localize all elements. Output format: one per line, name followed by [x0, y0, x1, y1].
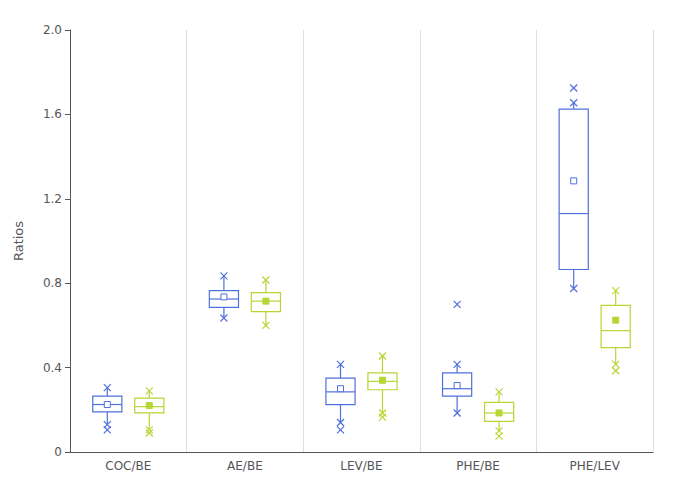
- svg-text:1.2: 1.2: [43, 192, 62, 206]
- svg-text:LEV/BE: LEV/BE: [340, 459, 382, 473]
- svg-text:COC/BE: COC/BE: [105, 459, 151, 473]
- svg-text:0.4: 0.4: [43, 361, 62, 375]
- svg-text:2.0: 2.0: [43, 23, 62, 37]
- svg-text:PHE/BE: PHE/BE: [456, 459, 500, 473]
- svg-text:PHE/LEV: PHE/LEV: [570, 459, 621, 473]
- svg-text:1.6: 1.6: [43, 107, 62, 121]
- svg-text:0: 0: [54, 445, 62, 459]
- svg-text:0.8: 0.8: [43, 276, 62, 290]
- svg-text:AE/BE: AE/BE: [227, 459, 263, 473]
- svg-text:Ratios: Ratios: [11, 221, 26, 261]
